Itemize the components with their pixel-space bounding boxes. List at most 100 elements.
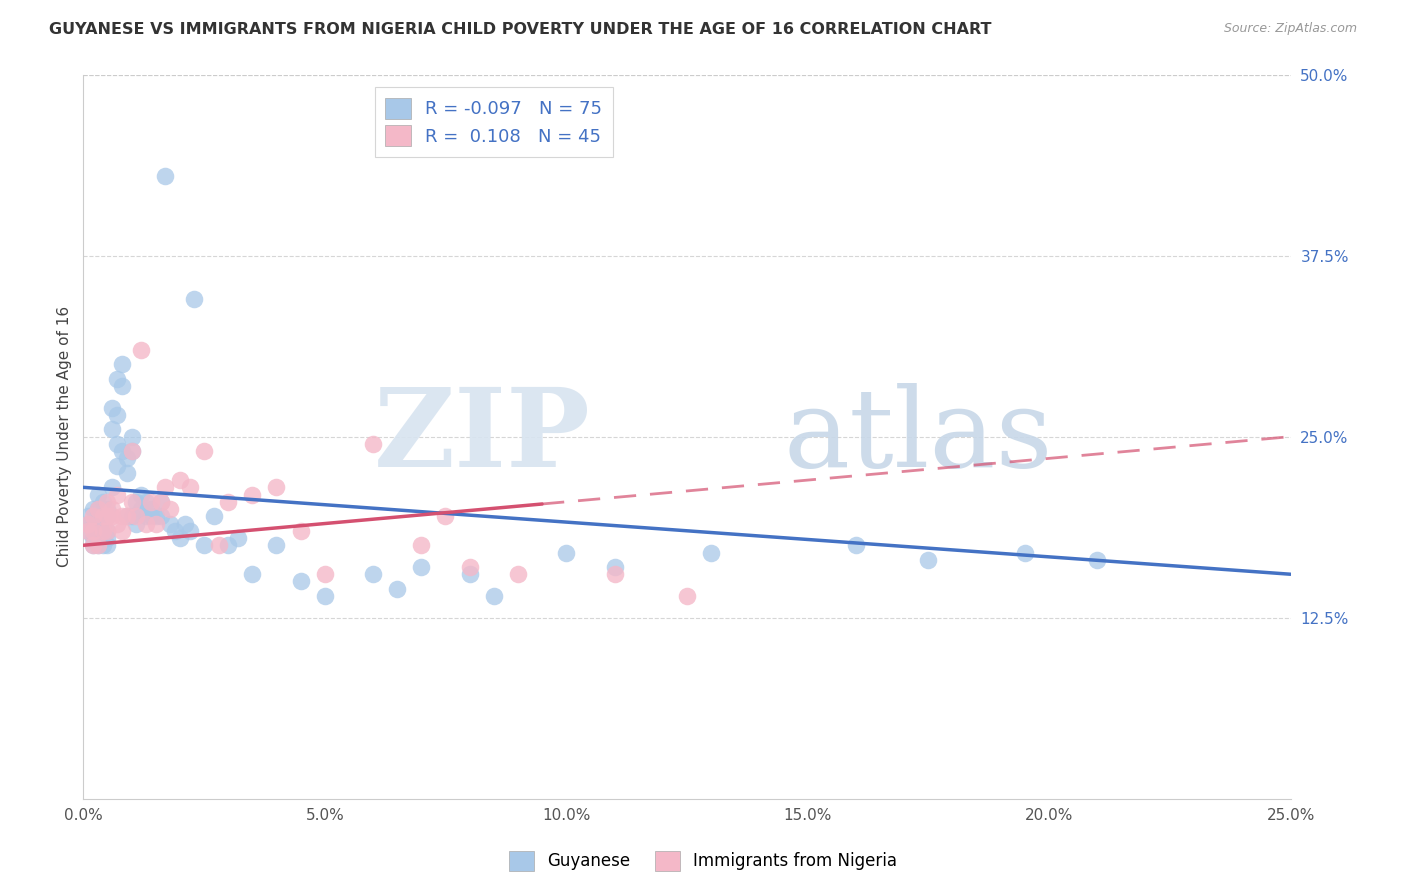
Point	[290, 524, 312, 538]
Point	[603, 560, 626, 574]
Point	[82, 516, 104, 531]
Point	[105, 408, 128, 422]
Point	[91, 509, 114, 524]
Point	[115, 509, 138, 524]
Point	[482, 589, 505, 603]
Point	[458, 567, 481, 582]
Text: atlas: atlas	[783, 384, 1053, 490]
Point	[139, 495, 162, 509]
Point	[434, 509, 457, 524]
Point	[82, 538, 104, 552]
Point	[1014, 545, 1036, 559]
Point	[121, 495, 143, 509]
Point	[111, 379, 134, 393]
Point	[129, 343, 152, 357]
Point	[149, 509, 172, 524]
Point	[121, 444, 143, 458]
Point	[96, 509, 118, 524]
Point	[266, 538, 288, 552]
Point	[77, 516, 100, 531]
Point	[676, 589, 699, 603]
Point	[87, 502, 110, 516]
Point	[135, 509, 157, 524]
Point	[96, 531, 118, 545]
Point	[155, 169, 177, 183]
Point	[1087, 553, 1109, 567]
Point	[111, 357, 134, 371]
Point	[700, 545, 723, 559]
Text: ZIP: ZIP	[374, 384, 591, 490]
Point	[125, 516, 148, 531]
Point	[125, 509, 148, 524]
Point	[96, 524, 118, 538]
Point	[82, 524, 104, 538]
Text: Source: ZipAtlas.com: Source: ZipAtlas.com	[1223, 22, 1357, 36]
Point	[96, 495, 118, 509]
Legend: R = -0.097   N = 75, R =  0.108   N = 45: R = -0.097 N = 75, R = 0.108 N = 45	[374, 87, 613, 157]
Point	[179, 524, 201, 538]
Point	[101, 509, 124, 524]
Point	[77, 524, 100, 538]
Point	[91, 509, 114, 524]
Point	[101, 480, 124, 494]
Legend: Guyanese, Immigrants from Nigeria: Guyanese, Immigrants from Nigeria	[501, 842, 905, 880]
Point	[101, 422, 124, 436]
Point	[135, 495, 157, 509]
Point	[121, 509, 143, 524]
Point	[87, 538, 110, 552]
Point	[314, 567, 336, 582]
Point	[105, 458, 128, 473]
Point	[96, 538, 118, 552]
Point	[135, 516, 157, 531]
Point	[91, 524, 114, 538]
Point	[361, 437, 384, 451]
Point	[193, 538, 215, 552]
Point	[87, 524, 110, 538]
Point	[240, 487, 263, 501]
Point	[845, 538, 868, 552]
Point	[385, 582, 408, 596]
Point	[145, 509, 167, 524]
Point	[77, 509, 100, 524]
Point	[506, 567, 529, 582]
Point	[163, 524, 186, 538]
Point	[91, 538, 114, 552]
Point	[96, 524, 118, 538]
Point	[240, 567, 263, 582]
Point	[179, 480, 201, 494]
Point	[917, 553, 939, 567]
Point	[173, 516, 195, 531]
Point	[149, 495, 172, 509]
Point	[193, 444, 215, 458]
Point	[96, 502, 118, 516]
Point	[115, 509, 138, 524]
Point	[266, 480, 288, 494]
Point	[129, 487, 152, 501]
Point	[411, 560, 433, 574]
Point	[458, 560, 481, 574]
Point	[101, 502, 124, 516]
Point	[115, 466, 138, 480]
Point	[603, 567, 626, 582]
Point	[155, 480, 177, 494]
Point	[101, 401, 124, 415]
Point	[159, 502, 181, 516]
Point	[115, 451, 138, 466]
Point	[139, 502, 162, 516]
Point	[121, 444, 143, 458]
Point	[105, 437, 128, 451]
Point	[111, 524, 134, 538]
Point	[183, 292, 205, 306]
Point	[87, 538, 110, 552]
Point	[82, 502, 104, 516]
Point	[96, 509, 118, 524]
Point	[87, 509, 110, 524]
Point	[411, 538, 433, 552]
Point	[82, 531, 104, 545]
Point	[105, 372, 128, 386]
Point	[207, 538, 229, 552]
Point	[87, 502, 110, 516]
Point	[121, 430, 143, 444]
Point	[290, 574, 312, 589]
Point	[91, 524, 114, 538]
